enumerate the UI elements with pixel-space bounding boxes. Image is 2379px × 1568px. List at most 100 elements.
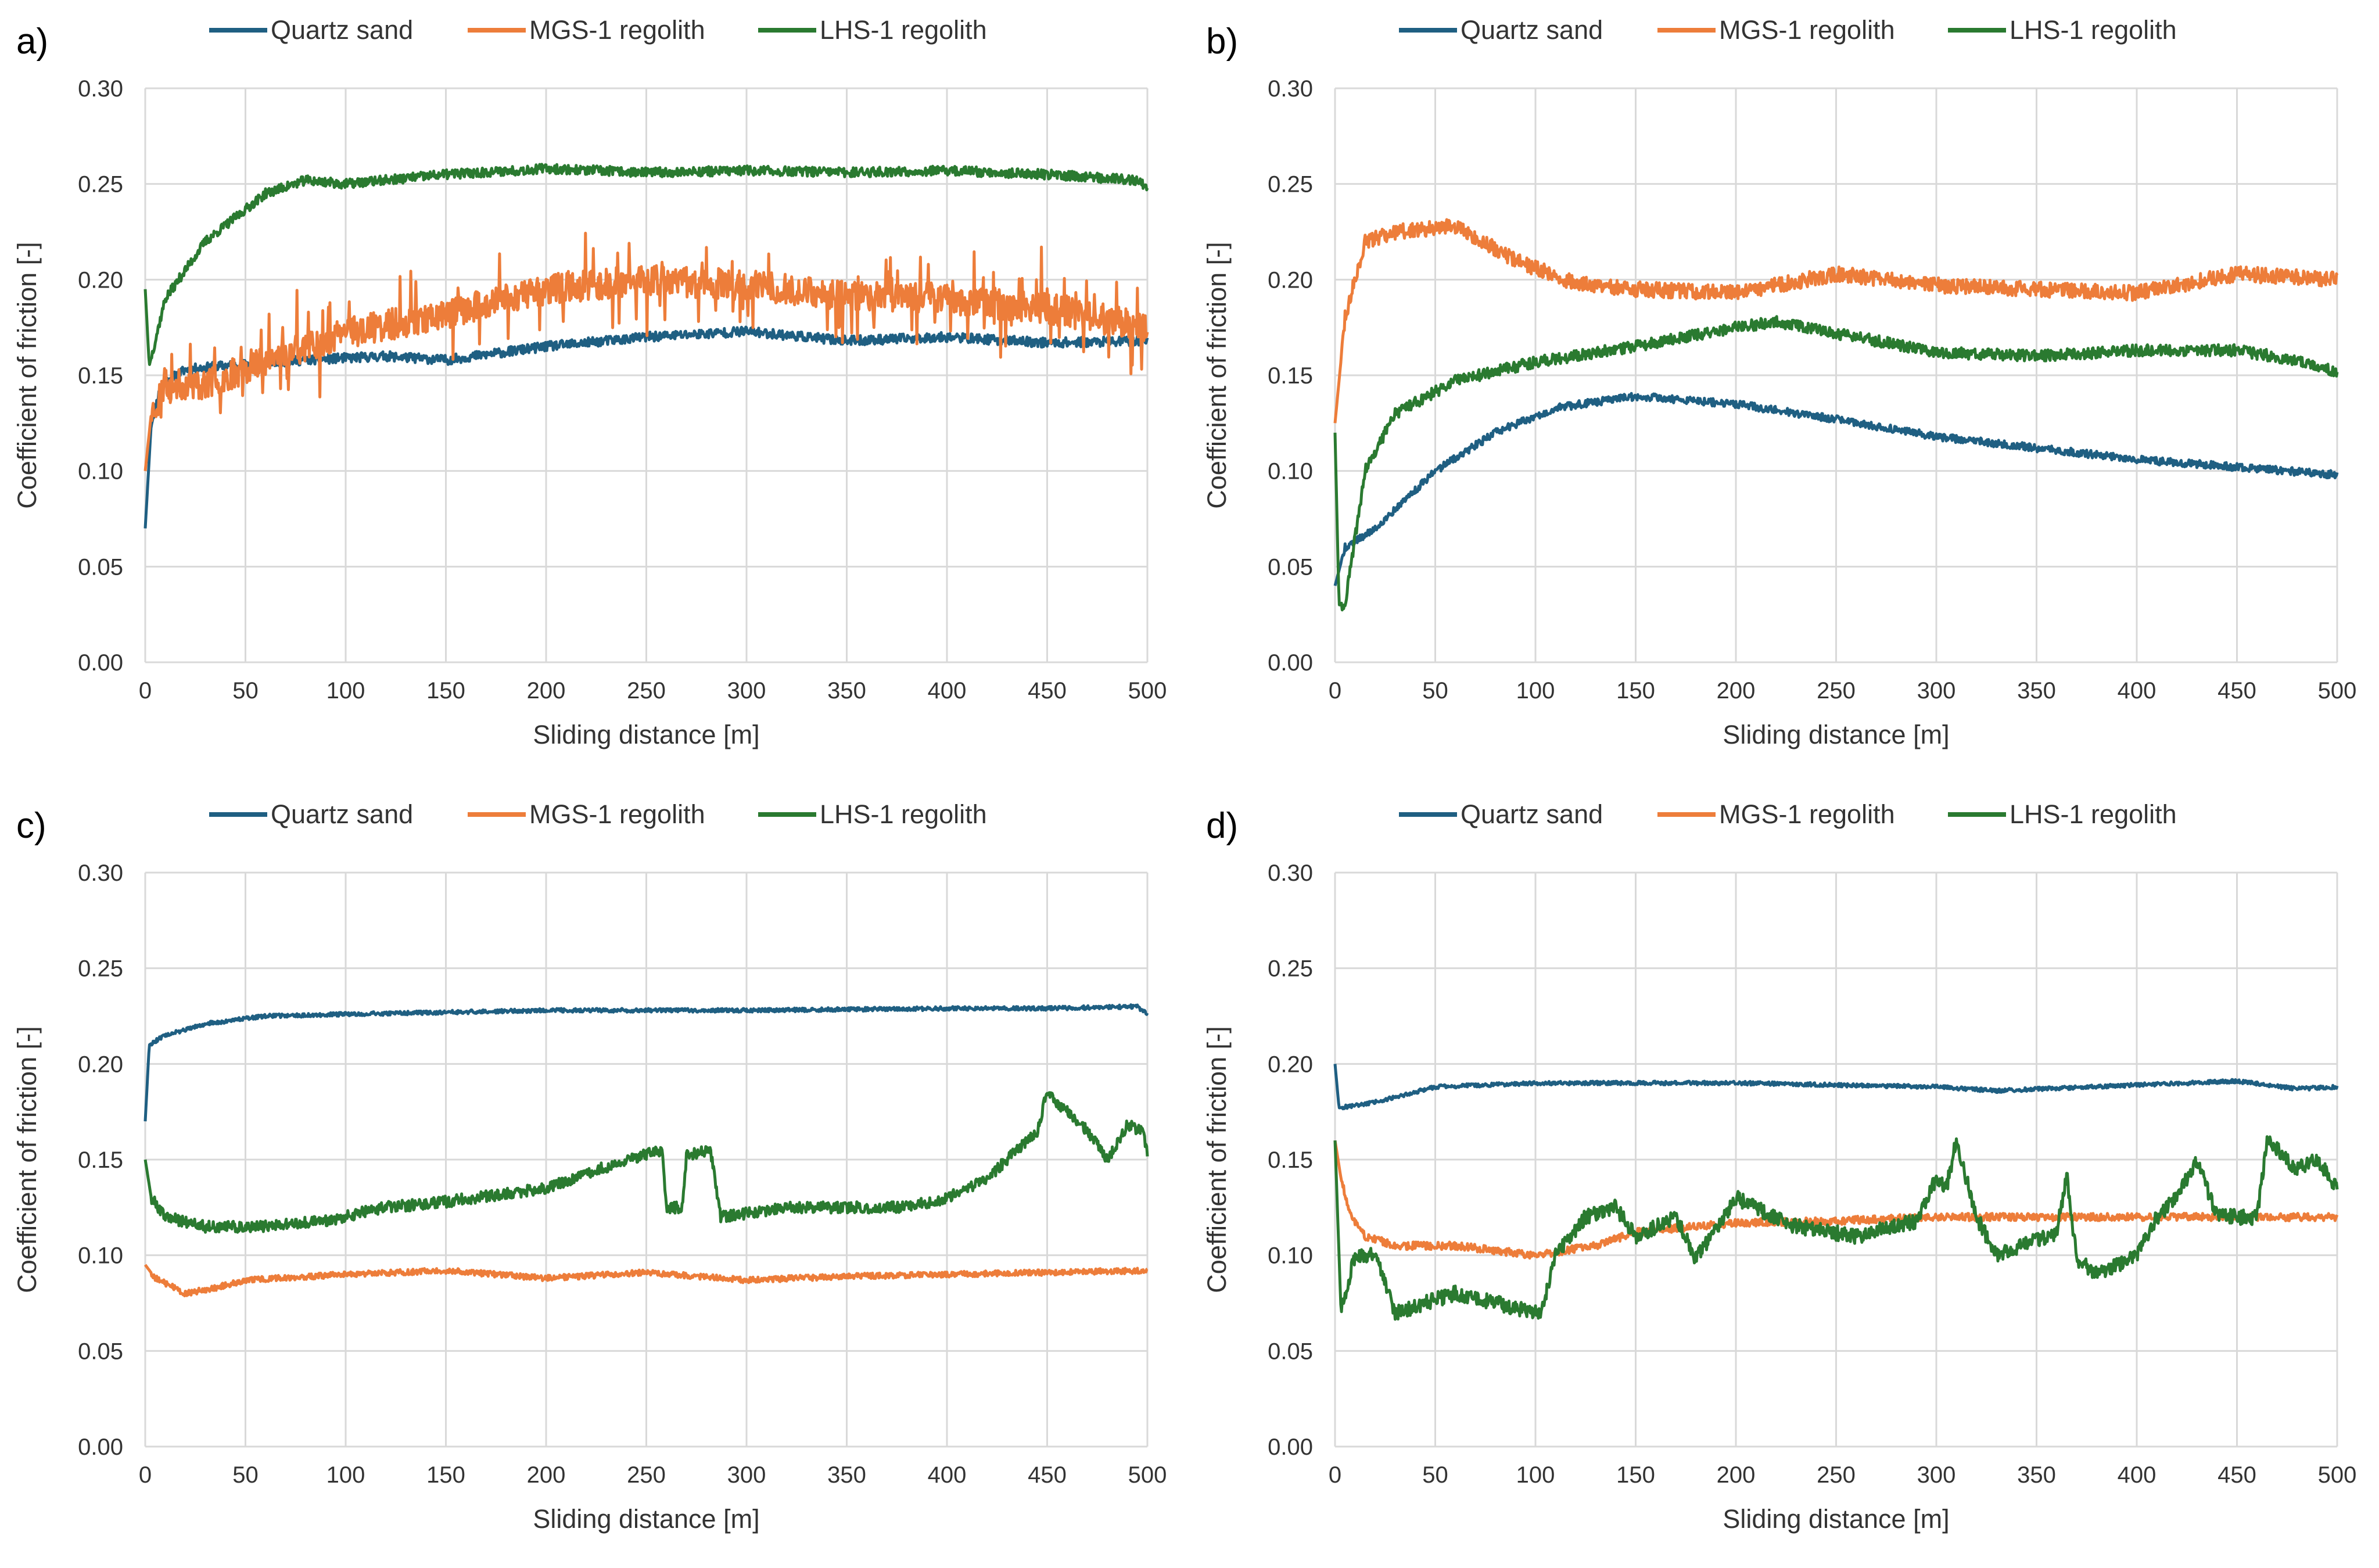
y-tick-label: 0.10 <box>78 459 123 485</box>
series-line-quartz-sand <box>143 1003 1149 1122</box>
y-tick-label: 0.25 <box>1268 956 1313 982</box>
x-axis-title: Sliding distance [m] <box>1723 720 1949 749</box>
x-tick-label: 0 <box>139 1462 152 1488</box>
chart-svg-c: c) Quartz sand MGS-1 regolith LHS-1 regolit… <box>12 799 1167 1534</box>
series-line-mgs-1-regolith <box>143 231 1149 471</box>
x-tick-label: 150 <box>426 1462 465 1488</box>
legend-label: Quartz sand <box>271 15 413 45</box>
chart-panel-c: c) Quartz sand MGS-1 regolith LHS-1 regolit… <box>0 784 1189 1568</box>
legend-label: MGS-1 regolith <box>1719 15 1895 45</box>
legend-label: LHS-1 regolith <box>2010 15 2177 45</box>
y-tick-label: 0.30 <box>1268 76 1313 102</box>
x-tick-label: 450 <box>2217 1462 2256 1488</box>
chart-svg-d: d) Quartz sand MGS-1 regolith LHS-1 regolit… <box>1202 799 2357 1534</box>
y-axis-title: Coefficient of friction [-] <box>12 242 42 508</box>
x-tick-label: 200 <box>527 678 566 704</box>
series-line-quartz-sand <box>1333 1064 2339 1111</box>
chart-panel-a: a) Quartz sand MGS-1 regolith LHS-1 regolit… <box>0 0 1189 784</box>
x-tick-label: 500 <box>1128 1462 1167 1488</box>
x-tick-label: 400 <box>928 678 967 704</box>
panel-label: c) <box>16 806 46 846</box>
x-tick-label: 50 <box>1422 678 1448 704</box>
legend-item: Quartz sand <box>1399 15 1603 45</box>
panel-label: a) <box>16 21 48 62</box>
y-tick-label: 0.10 <box>1268 1243 1313 1269</box>
y-tick-label: 0.15 <box>1268 1147 1313 1173</box>
x-tick-label: 100 <box>326 678 365 704</box>
x-tick-label: 250 <box>1817 1462 1856 1488</box>
x-tick-label: 400 <box>2118 678 2156 704</box>
chart-svg-b: b) Quartz sand MGS-1 regolith LHS-1 regolit… <box>1202 15 2357 749</box>
legend-item: LHS-1 regolith <box>1948 15 2177 45</box>
series-line-lhs-1-regolith <box>143 163 1149 366</box>
x-tick-label: 450 <box>1028 678 1067 704</box>
y-tick-label: 0.20 <box>78 267 123 293</box>
y-tick-label: 0.30 <box>78 76 123 102</box>
x-tick-label: 300 <box>727 678 766 704</box>
x-tick-label: 400 <box>2118 1462 2156 1488</box>
y-tick-label: 0.20 <box>1268 1052 1313 1077</box>
x-tick-label: 250 <box>1817 678 1856 704</box>
legend-item: LHS-1 regolith <box>1948 799 2177 829</box>
y-axis-title: Coefficient of friction [-] <box>1202 242 1232 508</box>
x-tick-label: 0 <box>1329 678 1341 704</box>
y-tick-label: 0.25 <box>1268 172 1313 198</box>
x-tick-label: 350 <box>827 1462 866 1488</box>
y-tick-label: 0.20 <box>78 1052 123 1077</box>
y-tick-label: 0.00 <box>1268 1434 1313 1460</box>
x-axis-title: Sliding distance [m] <box>533 720 759 749</box>
chart-panel-b: b) Quartz sand MGS-1 regolith LHS-1 regolit… <box>1190 0 2379 784</box>
x-tick-label: 500 <box>1128 678 1167 704</box>
panel-label: b) <box>1206 21 1238 62</box>
legend-label: MGS-1 regolith <box>529 15 705 45</box>
y-tick-label: 0.10 <box>1268 459 1313 485</box>
y-tick-label: 0.10 <box>78 1243 123 1269</box>
y-tick-label: 0.00 <box>78 650 123 676</box>
legend-item: Quartz sand <box>209 799 413 829</box>
chart-panel-d: d) Quartz sand MGS-1 regolith LHS-1 regolit… <box>1190 784 2379 1568</box>
series-line-lhs-1-regolith <box>1333 1135 2339 1321</box>
x-tick-label: 150 <box>426 678 465 704</box>
x-tick-label: 150 <box>1616 1462 1655 1488</box>
x-tick-label: 450 <box>2217 678 2256 704</box>
series-line-mgs-1-regolith <box>1333 218 2339 424</box>
legend-label: LHS-1 regolith <box>2010 799 2177 829</box>
chart-svg-a: a) Quartz sand MGS-1 regolith LHS-1 regolit… <box>12 15 1167 749</box>
y-tick-label: 0.15 <box>1268 363 1313 389</box>
legend-item: MGS-1 regolith <box>468 799 705 829</box>
x-tick-label: 100 <box>1516 678 1555 704</box>
y-tick-label: 0.15 <box>78 1147 123 1173</box>
x-tick-label: 350 <box>2017 1462 2056 1488</box>
y-axis-title: Coefficient of friction [-] <box>1202 1026 1232 1293</box>
x-tick-label: 50 <box>1422 1462 1448 1488</box>
panel-label: d) <box>1206 806 1238 846</box>
legend-label: LHS-1 regolith <box>820 799 987 829</box>
y-tick-label: 0.00 <box>78 1434 123 1460</box>
legend-item: LHS-1 regolith <box>758 799 987 829</box>
y-tick-label: 0.05 <box>78 1339 123 1364</box>
x-tick-label: 250 <box>627 1462 666 1488</box>
series-line-lhs-1-regolith <box>1333 315 2339 612</box>
series-line-mgs-1-regolith <box>143 1264 1149 1298</box>
legend-item: Quartz sand <box>1399 799 1603 829</box>
legend-label: Quartz sand <box>271 799 413 829</box>
y-tick-label: 0.00 <box>1268 650 1313 676</box>
y-tick-label: 0.30 <box>1268 860 1313 886</box>
x-tick-label: 0 <box>139 678 152 704</box>
series-line-lhs-1-regolith <box>143 1091 1149 1234</box>
series-line-mgs-1-regolith <box>1333 1140 2339 1260</box>
y-tick-label: 0.20 <box>1268 267 1313 293</box>
x-tick-label: 200 <box>1717 1462 1756 1488</box>
legend-item: MGS-1 regolith <box>468 15 705 45</box>
x-tick-label: 350 <box>827 678 866 704</box>
x-tick-label: 300 <box>727 1462 766 1488</box>
legend-label: Quartz sand <box>1461 799 1603 829</box>
x-tick-label: 500 <box>2318 678 2357 704</box>
x-tick-label: 500 <box>2318 1462 2357 1488</box>
legend-item: Quartz sand <box>209 15 413 45</box>
x-tick-label: 450 <box>1028 1462 1067 1488</box>
y-tick-label: 0.05 <box>1268 554 1313 580</box>
x-tick-label: 250 <box>627 678 666 704</box>
legend-label: LHS-1 regolith <box>820 15 987 45</box>
y-tick-label: 0.25 <box>78 956 123 982</box>
